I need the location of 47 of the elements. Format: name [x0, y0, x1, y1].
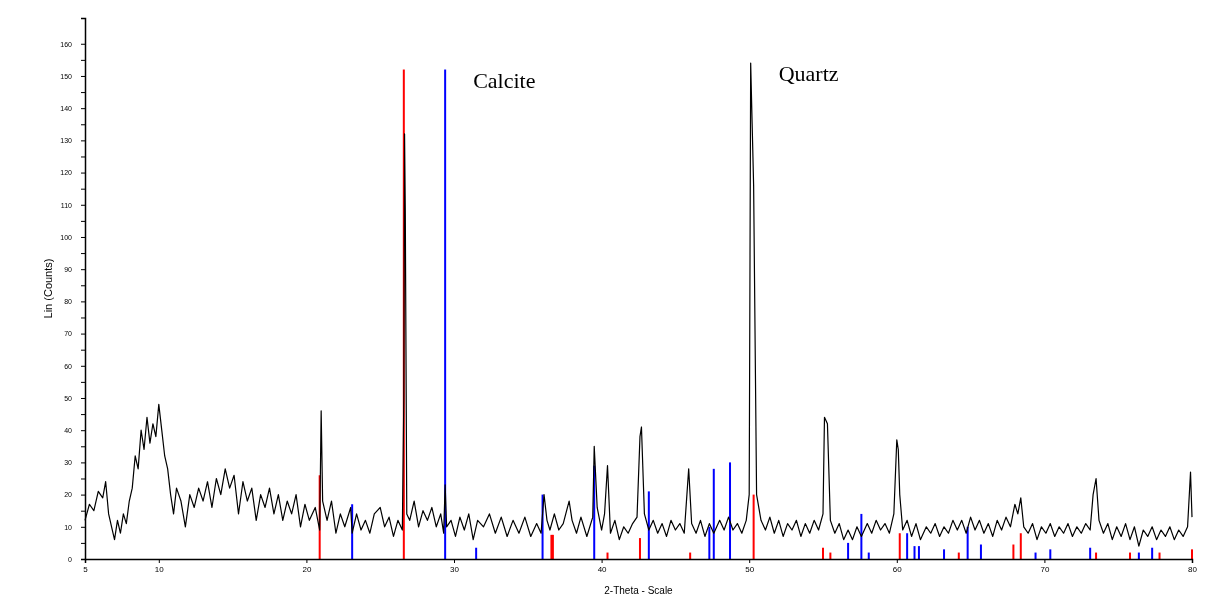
bar [847, 542, 850, 559]
bar [957, 552, 960, 559]
bar [712, 468, 715, 559]
annotation: Calcite [473, 67, 536, 93]
bar [1151, 547, 1154, 559]
x-tick-label: 40 [597, 564, 608, 574]
bar [917, 546, 920, 559]
bar [1158, 552, 1161, 559]
bar [729, 462, 732, 559]
bar [1019, 533, 1022, 559]
bar [898, 533, 901, 559]
bar [638, 538, 641, 559]
bar [867, 552, 870, 559]
x-axis-title: 2-Theta - Scale [604, 585, 674, 596]
x-tick-label: 80 [1188, 564, 1198, 574]
bar [1191, 549, 1193, 559]
bar [444, 69, 447, 559]
x-tick-label: 5 [83, 564, 89, 574]
bar [966, 526, 969, 559]
bar [1089, 547, 1092, 559]
bar [1095, 552, 1098, 559]
y-axis-title: Lin (Counts) [42, 258, 54, 319]
bar [979, 544, 982, 559]
bar [906, 533, 909, 559]
bar [913, 546, 916, 559]
bar [708, 526, 711, 559]
bar [606, 552, 609, 559]
x-tick-label: 60 [892, 564, 903, 574]
bar [1049, 549, 1052, 559]
x-tick-label: 30 [450, 564, 460, 574]
bar [1034, 552, 1037, 559]
annotation: Quartz [778, 61, 839, 87]
x-tick-label: 10 [154, 564, 165, 574]
bar [1137, 552, 1140, 559]
x-tick-label: 70 [1040, 564, 1050, 574]
bar [1129, 552, 1132, 559]
x-tick-label: 50 [745, 564, 755, 574]
bar [689, 552, 692, 559]
bar [647, 491, 650, 559]
bar [1012, 544, 1015, 559]
bar [943, 549, 946, 559]
x-tick-label: 20 [302, 564, 312, 574]
bar [475, 547, 478, 559]
bar [829, 552, 832, 559]
bar [822, 547, 824, 559]
bar [752, 494, 755, 559]
bar [860, 513, 863, 559]
